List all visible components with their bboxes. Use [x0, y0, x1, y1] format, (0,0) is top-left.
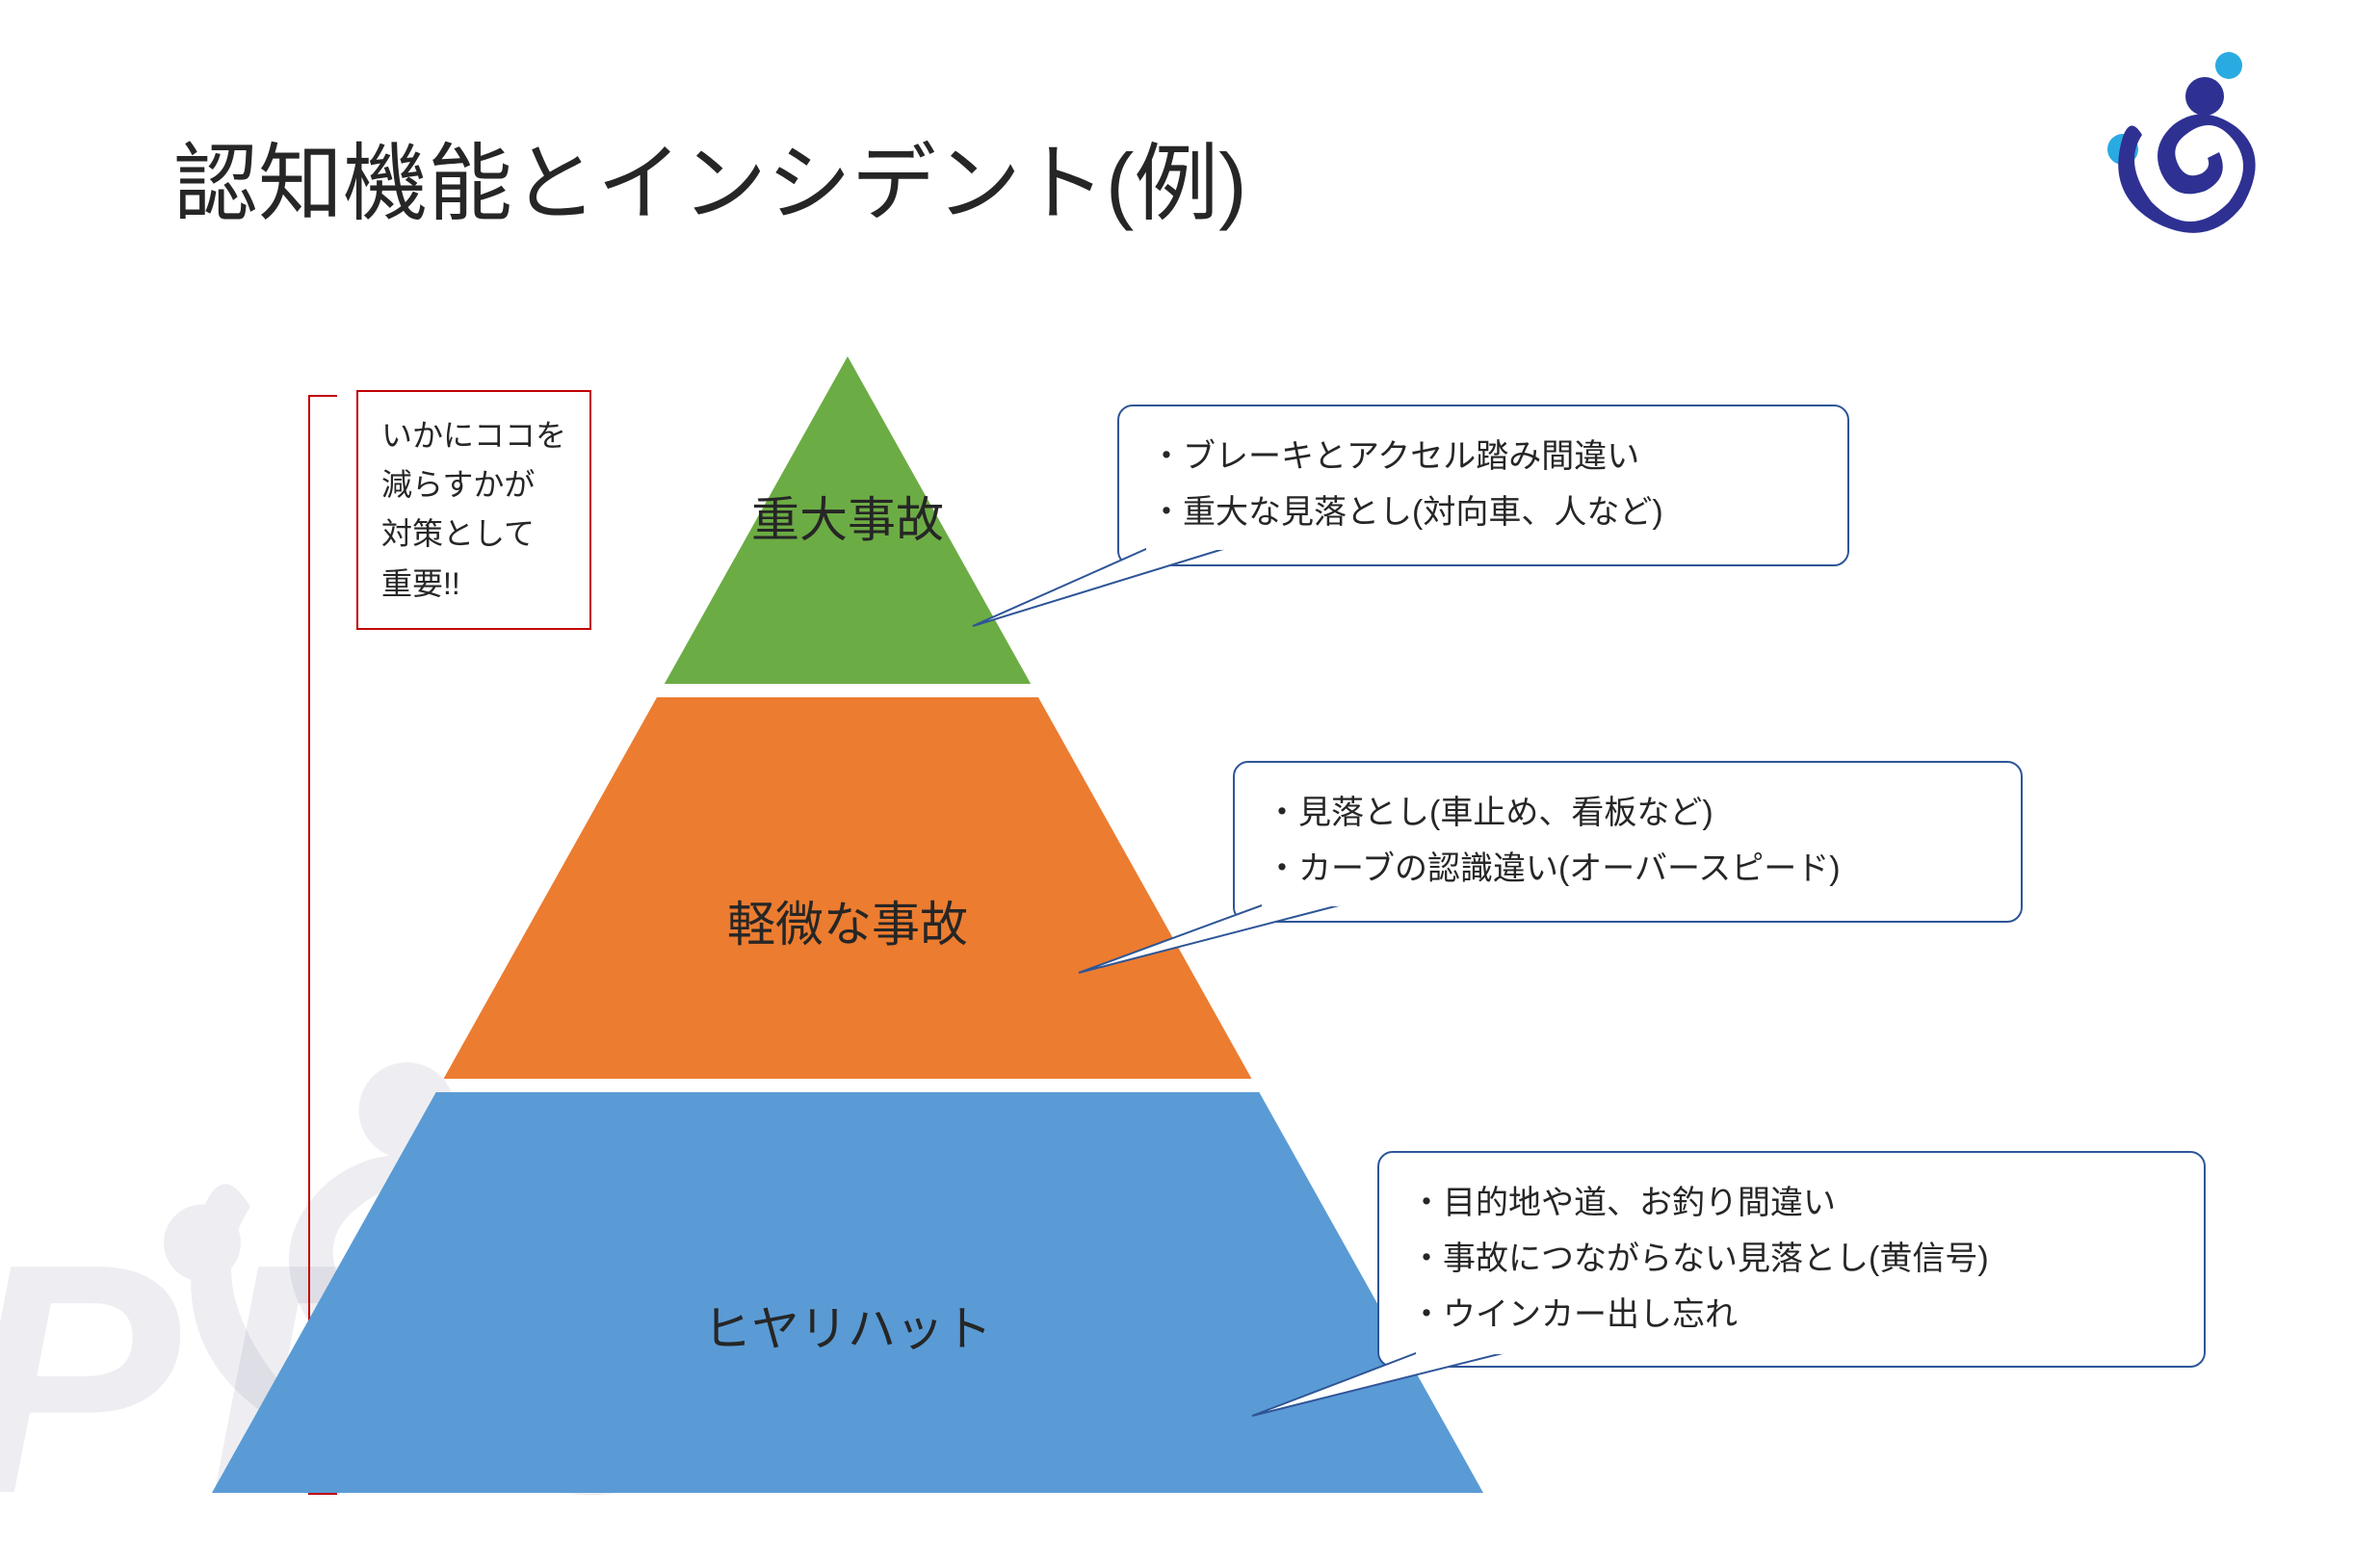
pyramid-level-2-label: 軽微な事故 [655, 886, 1040, 955]
callout-2-tail [1075, 902, 1343, 977]
pyramid-level-3-label: ヒヤリハット [655, 1291, 1040, 1360]
callout-1-tail [969, 545, 1227, 630]
callout-1: ・ブレーキとアクセル踏み間違い・重大な見落とし(対向車、人など) [1117, 405, 1849, 566]
callout-3: ・目的地や道、お釣り間違い・事故につながらない見落とし(黄信号)・ウインカー出し… [1377, 1151, 2206, 1368]
page-title: 認知機能とインシデント(例) [173, 116, 1247, 238]
callout-3-tail [1248, 1349, 1506, 1420]
logo-dot-1 [2215, 52, 2242, 79]
callout-2: ・見落とし(車止め、看板など)・カーブの認識違い(オーバースピード) [1233, 761, 2023, 923]
pyramid-level-1-label: 重大事故 [655, 482, 1040, 551]
logo-swirl [2118, 114, 2255, 232]
logo-dot-2 [2185, 77, 2224, 116]
logo-icon [2065, 48, 2258, 241]
